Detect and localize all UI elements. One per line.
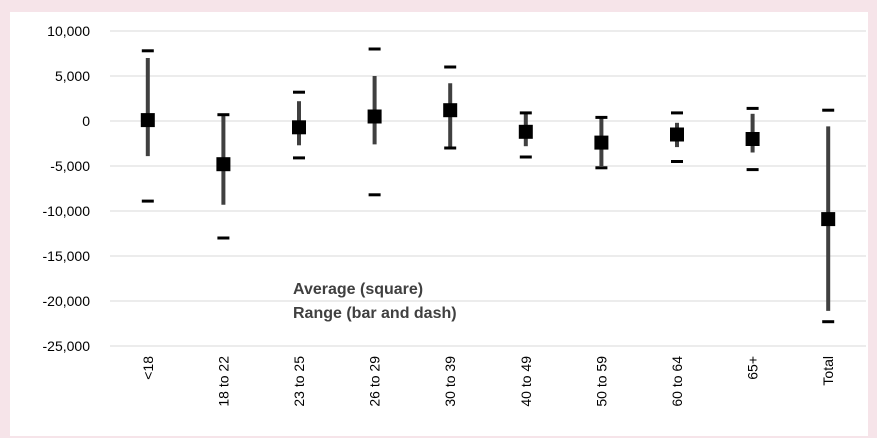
- y-tick-label: 10,000: [47, 23, 90, 39]
- average-square: [443, 103, 458, 118]
- x-tick-label: 18 to 22: [215, 356, 231, 407]
- average-square: [367, 109, 382, 124]
- annotation: Average (square): [293, 281, 423, 298]
- x-tick-label: 30 to 39: [442, 356, 458, 407]
- x-tick-label: <18: [140, 356, 156, 380]
- x-tick-label: 23 to 25: [291, 356, 307, 407]
- average-square: [670, 127, 684, 142]
- y-tick-label: -15,000: [43, 248, 91, 264]
- average-square: [216, 157, 231, 172]
- y-tick-label: 5,000: [55, 68, 90, 84]
- average-square: [594, 135, 609, 150]
- x-tick-label: 65+: [745, 356, 761, 380]
- y-tick-label: -20,000: [43, 293, 91, 309]
- average-square: [140, 113, 155, 128]
- x-tick-label: Total: [820, 356, 836, 386]
- x-tick-label: 50 to 59: [593, 356, 609, 407]
- y-tick-label: -5,000: [50, 158, 90, 174]
- y-tick-label: -10,000: [43, 203, 91, 219]
- average-square: [292, 120, 306, 135]
- x-tick-label: 40 to 49: [518, 356, 534, 407]
- x-tick-label: 26 to 29: [367, 356, 383, 407]
- y-tick-label: 0: [82, 113, 90, 129]
- average-square: [745, 132, 760, 146]
- y-tick-label: -25,000: [43, 338, 91, 354]
- annotation: Range (bar and dash): [293, 305, 457, 322]
- average-square: [518, 124, 533, 139]
- average-square: [821, 212, 836, 227]
- plot-panel: [10, 12, 868, 436]
- x-tick-label: 60 to 64: [669, 356, 685, 407]
